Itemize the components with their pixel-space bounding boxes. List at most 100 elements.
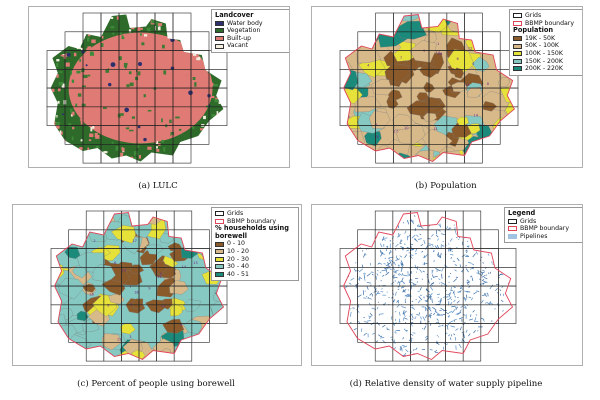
landcover-patch: [134, 133, 137, 137]
pipeline-segment: [437, 296, 439, 299]
pipeline-segment: [507, 259, 511, 262]
landcover-patch: [224, 62, 227, 64]
pipeline-segment: [433, 259, 435, 263]
grid-cell: [445, 210, 464, 231]
landcover-patch: [155, 140, 159, 145]
landcover-patch: [194, 159, 196, 162]
ward-polygon: [101, 333, 122, 351]
pipeline-segment: [435, 321, 438, 324]
landcover-patch: [139, 103, 144, 107]
grid-cell: [173, 210, 193, 231]
pipeline-segment: [447, 315, 450, 318]
pipeline-segment: [416, 267, 419, 270]
pipeline-segment: [385, 271, 390, 276]
pipeline-segment: [441, 324, 444, 327]
pipeline-segment: [489, 286, 492, 290]
landcover-patch: [182, 153, 185, 157]
landcover-patch: [170, 131, 175, 137]
pipeline-segment: [475, 314, 478, 316]
landcover-patch: [134, 112, 138, 115]
landcover-patch: [215, 97, 218, 100]
pipeline-segment: [429, 313, 432, 319]
landcover-patch: [109, 119, 112, 122]
landcover-patch: [119, 69, 125, 74]
pipeline-segment: [437, 321, 440, 325]
landcover-patch: [116, 16, 120, 20]
legend-swatch: [215, 211, 224, 217]
landcover-patch: [216, 111, 219, 114]
landcover-patch: [170, 127, 174, 132]
pipeline-segment: [396, 300, 399, 303]
pipeline-segment: [416, 280, 418, 283]
pipeline-segment: [470, 297, 474, 301]
landcover-patch: [160, 68, 162, 73]
pipeline-segment: [435, 310, 437, 313]
landcover-patch: [178, 158, 181, 162]
legend-item: 19K - 50K: [513, 35, 581, 43]
pipeline-segment: [411, 306, 416, 310]
landcover-patch: [137, 135, 140, 138]
legend-title: Population: [513, 26, 554, 35]
pipeline-segment: [401, 277, 404, 281]
landcover-patch: [171, 134, 174, 138]
pipeline-segment: [398, 273, 403, 276]
landcover-patch: [226, 154, 228, 157]
landcover-patch: [50, 113, 54, 117]
ward-polygon: [54, 212, 73, 223]
legend-swatch: [508, 218, 517, 224]
pipeline-segment: [424, 254, 428, 259]
pipeline-segment: [428, 243, 434, 246]
ward-polygon: [495, 155, 515, 162]
map-pipeline-svg: [339, 210, 517, 362]
landcover-patch: [162, 90, 167, 92]
landcover-patch: [226, 158, 228, 161]
pipeline-segment: [485, 281, 488, 283]
pipeline-segment: [439, 223, 442, 228]
ward-polygon: [182, 338, 205, 355]
ward-polygon: [145, 299, 165, 314]
pipeline-segment: [451, 309, 456, 314]
pipeline-segment: [404, 230, 407, 234]
landcover-patch: [224, 161, 227, 165]
grid-layer: [46, 12, 228, 164]
pipeline-segment: [358, 278, 360, 280]
pipeline-segment: [425, 322, 427, 326]
landcover-patch: [53, 45, 56, 48]
landcover-patch: [133, 100, 137, 105]
grid-cell: [464, 12, 483, 33]
ward-polygon: [466, 87, 482, 98]
pipeline-segment: [410, 281, 415, 285]
landcover-patch: [187, 156, 190, 160]
pipeline-segment: [448, 243, 450, 245]
landcover-patch: [80, 139, 83, 142]
pipeline-segment: [437, 255, 442, 259]
landcover-patch: [77, 75, 81, 78]
landcover-patch: [221, 114, 224, 119]
landcover-patch: [137, 74, 141, 78]
landcover-patch: [51, 32, 55, 35]
landcover-patch: [209, 56, 213, 60]
landcover-patch: [126, 84, 130, 88]
landcover-patch: [175, 116, 180, 119]
water-body: [85, 64, 88, 67]
legend-label: Grids: [227, 210, 244, 217]
landcover-patch: [204, 28, 207, 32]
grid-cell: [339, 304, 358, 324]
pipeline-segment: [429, 292, 433, 297]
landcover-patch: [179, 54, 184, 58]
pipeline-segment: [406, 293, 410, 298]
landcover-patch: [120, 115, 125, 118]
landcover-patch: [57, 100, 60, 104]
landcover-patch: [90, 90, 94, 95]
landcover-patch: [87, 34, 91, 37]
legend-item: 30 - 40: [215, 263, 295, 271]
legend-item: 0 - 10: [215, 240, 295, 248]
legend-label: 0 - 10: [227, 240, 245, 248]
pipeline-segment: [448, 247, 450, 252]
pipeline-segment: [376, 291, 380, 295]
grid-cell: [85, 210, 105, 231]
pipeline-segment: [481, 283, 485, 285]
ward-polygon: [145, 244, 164, 255]
pipeline-segment: [448, 320, 454, 324]
grid-cell: [482, 125, 501, 145]
